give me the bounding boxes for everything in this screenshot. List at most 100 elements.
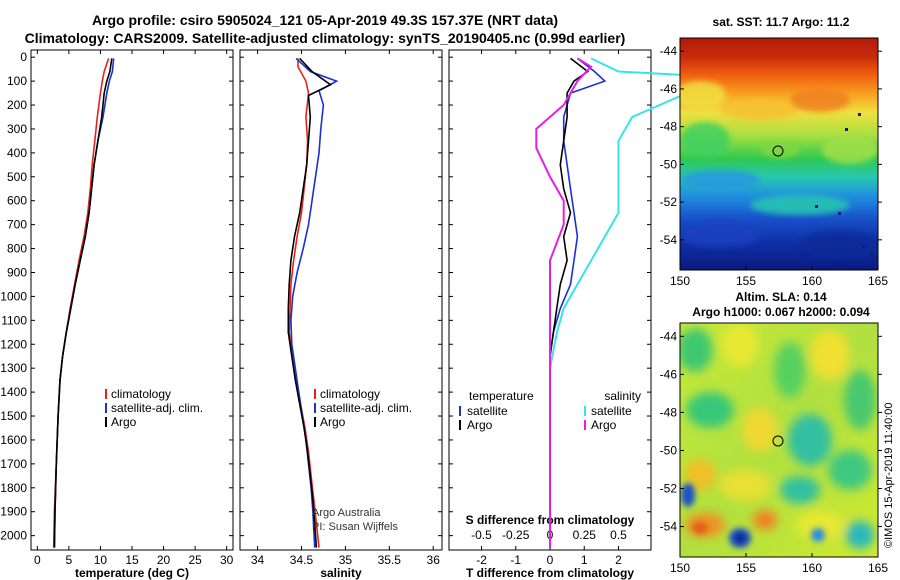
x-tick-label: 10	[94, 553, 108, 567]
depth-tick-label: 1400	[0, 385, 27, 399]
map-y-tick-label: -54	[660, 233, 678, 247]
x-tick-label: 34	[251, 553, 265, 567]
legend-entry: Argo	[111, 415, 137, 429]
map-y-tick-label: -52	[660, 482, 678, 496]
series-line-climatology	[288, 58, 320, 548]
depth-tick-label: 600	[7, 194, 27, 208]
credit-annotation: Argo Australia	[312, 507, 381, 519]
panel-frame	[30, 49, 234, 551]
s-tick-label: -0.25	[502, 528, 530, 542]
sla-map	[680, 323, 878, 557]
legend-title-salinity: salinity	[604, 389, 641, 403]
x-tick-label: 25	[188, 553, 202, 567]
map-subtitle: Argo h1000: 0.067 h2000: 0.094	[692, 305, 870, 319]
legend-title-temperature: temperature	[469, 389, 534, 403]
map-y-tick-label: -46	[660, 367, 678, 381]
map-x-tick-label: 150	[670, 274, 690, 288]
depth-tick-label: 0	[20, 50, 27, 64]
map-x-tick-label: 150	[670, 561, 690, 575]
x-tick-label: 1	[581, 553, 588, 567]
map-y-tick-label: -48	[660, 120, 678, 134]
depth-tick-label: 2000	[0, 529, 27, 543]
x-tick-label: 35.5	[378, 553, 402, 567]
legend-entry: satellite-adj. clim.	[320, 401, 412, 415]
series-line-argo-temperature	[549, 57, 590, 548]
s-tick-label: -0.5	[471, 528, 492, 542]
s-tick-label: 0.25	[573, 528, 597, 542]
profile-panel-salinity: 34 34.5 35 35.5 36 salinity climatologysatelli…	[239, 49, 443, 580]
x-tick-label: 15	[125, 553, 139, 567]
series-line-satellite-adj-clim-	[290, 57, 339, 548]
x-tick-label: 5	[66, 553, 73, 567]
panel-frame	[239, 49, 443, 551]
profile-panel-temperature: 0100200300400500600700800900100011001200…	[0, 49, 234, 580]
x-tick-label: 2	[615, 553, 622, 567]
diff-legend: temperature salinitysatelliteArgosatellit…	[459, 389, 641, 432]
map-frame	[679, 37, 879, 271]
map-x-tick-label: 160	[802, 561, 822, 575]
figure-title-line-1: Argo profile: csiro 5905024_121 05-Apr-2…	[91, 12, 559, 28]
map-y-tick-label: -44	[660, 44, 678, 58]
depth-tick-label: 500	[7, 170, 27, 184]
depth-tick-label: 1100	[1, 313, 27, 327]
sst-map	[680, 38, 878, 270]
credit-annotation: PI: Susan Wijffels	[312, 521, 398, 533]
depth-tick-label: 1300	[0, 361, 27, 375]
imos-timestamp: ©IMOS 15-Apr-2019 11:40:00	[883, 403, 895, 548]
argo-location-marker-sst	[772, 145, 784, 157]
depth-tick-label: 1500	[0, 409, 27, 423]
x-tick-label: -1	[510, 553, 521, 567]
legend-entry: climatology	[111, 387, 171, 401]
map-frame	[679, 322, 879, 558]
x-tick-label: 0	[34, 553, 41, 567]
map-title: Altim. SLA: 0.14	[735, 290, 827, 304]
map-y-tick-label: -50	[660, 157, 678, 171]
figure-titles: Argo profile: csiro 5905024_121 05-Apr-2…	[0, 0, 680, 48]
x-tick-label: 0	[547, 553, 554, 567]
x-tick-label: 35	[339, 553, 353, 567]
map-y-tick-label: -48	[660, 405, 678, 419]
x-tick-label: 20	[157, 553, 171, 567]
map-y-tick-label: -44	[660, 329, 678, 343]
depth-tick-label: 1000	[0, 289, 27, 303]
legend-entry: Argo	[591, 418, 617, 432]
map-title: sat. SST: 11.7 Argo: 11.2	[713, 15, 850, 29]
map-x-tick-label: 165	[868, 274, 888, 288]
depth-tick-label: 1900	[0, 505, 27, 519]
depth-tick-label: 200	[7, 98, 27, 112]
map-axes-sla: 150 155 160 165 -44 -46 -48 -50 -52 -54 Altim. SLA…	[660, 290, 889, 575]
depth-tick-label: 100	[7, 74, 27, 88]
depth-tick-label: 1600	[0, 433, 27, 447]
map-y-tick-label: -46	[660, 82, 678, 96]
depth-tick-label: 1200	[0, 337, 27, 351]
x-tick-label: -2	[476, 553, 487, 567]
map-y-tick-label: -54	[660, 520, 678, 534]
profile-panel-difference-from-climatology: -2 -1 0 1 2-0.5 -0.25 0 0.25 0.5T difference fro…	[448, 49, 797, 580]
legend-entry: satellite-adj. clim.	[111, 401, 203, 415]
map-x-tick-label: 155	[736, 561, 756, 575]
map-x-tick-label: 155	[736, 274, 756, 288]
depth-tick-label: 1700	[0, 457, 27, 471]
x-tick-label: 30	[220, 553, 234, 567]
legend-entry: Argo	[320, 415, 346, 429]
series-line-argo	[287, 57, 333, 548]
map-x-tick-label: 165	[868, 561, 888, 575]
legend-entry: satellite	[467, 404, 508, 418]
series-line-argo	[53, 58, 113, 548]
map-y-tick-label: -52	[660, 195, 678, 209]
depth-tick-label: 400	[7, 146, 27, 160]
x-tick-label: 34.5	[290, 553, 314, 567]
map-axes-sst: 150 155 160 165 -44 -46 -48 -50 -52 -54 sat. SST: …	[660, 15, 889, 288]
series-line-argo-salinity	[535, 57, 593, 548]
depth-tick-label: 1800	[0, 481, 27, 495]
map-y-tick-label: -50	[660, 443, 678, 457]
x-axis-label: temperature (deg C)	[75, 566, 189, 580]
x-axis-label: salinity	[320, 566, 362, 580]
x-axis-label: T difference from climatology	[466, 566, 634, 580]
series-line-satellite-adj-clim-	[53, 58, 115, 548]
s-tick-label: 0.5	[610, 528, 627, 542]
map-x-tick-label: 160	[802, 274, 822, 288]
depth-tick-label: 900	[7, 265, 27, 279]
figure-title-line-2: Climatology: CARS2009. Satellite-adjuste…	[24, 30, 626, 46]
